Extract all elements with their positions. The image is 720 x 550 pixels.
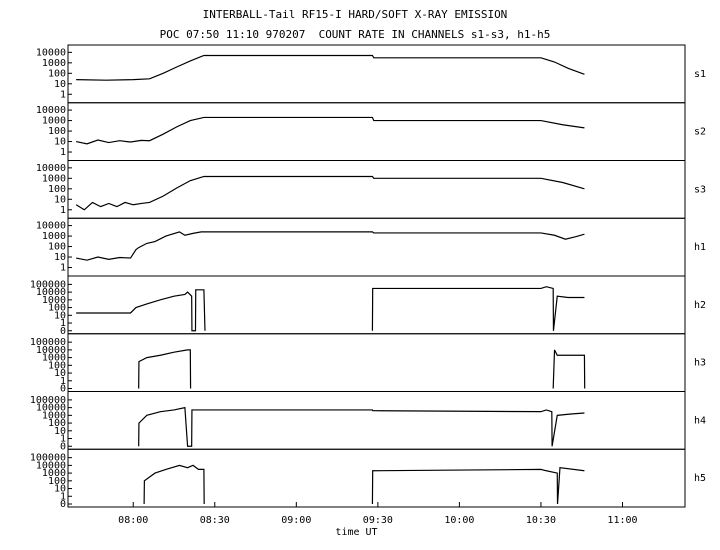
y-tick-label: 1000: [42, 468, 66, 479]
panel-label: h1: [694, 242, 706, 253]
y-tick-label: 1000: [42, 173, 66, 184]
y-tick-label: 0: [60, 499, 66, 510]
data-line: [138, 406, 585, 447]
y-tick-label: 100: [48, 68, 66, 79]
chart-subtitle: POC 07:50 11:10 970207 COUNT RATE IN CHA…: [160, 28, 551, 41]
y-tick-label: 1: [60, 318, 66, 329]
panel-frame: [67, 391, 686, 450]
y-tick-label: 100000: [30, 279, 66, 290]
y-tick-label: 10: [54, 310, 66, 321]
y-tick-label: 0: [60, 384, 66, 395]
panel-label: h3: [694, 358, 706, 369]
y-tick-label: 10000: [36, 47, 66, 58]
panel-frame: [67, 448, 686, 508]
data-line: [75, 175, 585, 211]
x-tick-label: 09:30: [363, 515, 393, 526]
x-tick-label: 08:00: [118, 515, 148, 526]
data-line: [76, 231, 585, 261]
y-tick-label: 100: [48, 360, 66, 371]
y-tick-label: 1: [60, 263, 66, 274]
panel-label: s3: [694, 184, 706, 195]
data-line: [138, 349, 586, 389]
y-tick-label: 1000: [42, 116, 66, 127]
panel-frame: [67, 102, 686, 161]
y-tick-label: 1000: [42, 353, 66, 364]
panel-label: s1: [694, 69, 706, 80]
y-tick-label: 10: [54, 194, 66, 205]
panel-label: h2: [694, 300, 706, 311]
y-tick-label: 10000: [36, 221, 66, 232]
y-tick-label: 100000: [30, 453, 66, 464]
y-tick-label: 100: [48, 126, 66, 137]
y-tick-label: 10000: [36, 163, 66, 174]
y-tick-label: 100: [48, 476, 66, 487]
y-tick-label: 1: [60, 434, 66, 445]
y-tick-label: 10: [54, 484, 66, 495]
y-tick-label: 1: [60, 89, 66, 100]
x-tick-label: 11:00: [607, 515, 637, 526]
y-tick-label: 100: [48, 242, 66, 253]
panel-label: s2: [694, 127, 706, 138]
y-tick-label: 1: [60, 376, 66, 387]
y-tick-label: 10: [54, 252, 66, 263]
y-tick-label: 10000: [36, 403, 66, 414]
y-tick-label: 10000: [36, 105, 66, 116]
data-line: [143, 464, 585, 505]
y-tick-label: 10: [54, 368, 66, 379]
y-tick-label: 10000: [36, 460, 66, 471]
y-tick-label: 10: [54, 79, 66, 90]
y-tick-label: 100000: [30, 337, 66, 348]
panel-label: h4: [694, 415, 706, 426]
chart-title: INTERBALL-Tail RF15-I HARD/SOFT X-RAY EM…: [203, 8, 508, 21]
data-line: [76, 54, 585, 81]
x-axis-label: time UT: [335, 527, 377, 538]
data-line: [76, 116, 585, 145]
panel-frame: [67, 217, 686, 277]
y-tick-label: 1000: [42, 410, 66, 421]
y-tick-label: 100: [48, 418, 66, 429]
y-tick-label: 1000: [42, 231, 66, 242]
y-tick-label: 0: [60, 441, 66, 452]
panel-label: h5: [694, 473, 706, 484]
y-tick-label: 100: [48, 184, 66, 195]
y-tick-label: 1: [60, 491, 66, 502]
y-tick-label: 10: [54, 137, 66, 148]
panel-frame: [67, 275, 686, 335]
y-tick-label: 0: [60, 326, 66, 337]
x-tick-label: 08:30: [200, 515, 230, 526]
y-tick-label: 1000: [42, 295, 66, 306]
y-tick-label: 1: [60, 147, 66, 158]
y-tick-label: 10000: [36, 345, 66, 356]
y-tick-label: 10: [54, 426, 66, 437]
y-tick-label: 10000: [36, 287, 66, 298]
x-tick-label: 10:00: [444, 515, 474, 526]
y-tick-label: 1: [60, 205, 66, 216]
y-tick-label: 100: [48, 303, 66, 314]
y-tick-label: 100000: [30, 395, 66, 406]
data-line: [76, 286, 585, 332]
x-tick-label: 10:30: [526, 515, 556, 526]
x-tick-label: 09:00: [281, 515, 311, 526]
panel-frame: [67, 160, 686, 219]
panel-frame: [67, 333, 686, 392]
y-tick-label: 1000: [42, 58, 66, 69]
